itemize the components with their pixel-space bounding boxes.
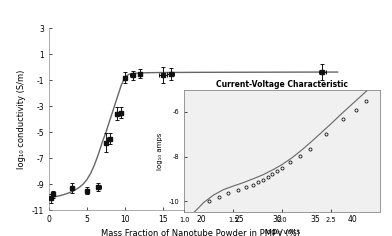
X-axis label: Mass Fraction of Nanotube Powder in PMPV (%): Mass Fraction of Nanotube Powder in PMPV… [102,229,300,236]
Y-axis label: log₁₀ conductivity (S/m): log₁₀ conductivity (S/m) [17,69,26,169]
X-axis label: log₁₀ volts: log₁₀ volts [265,229,300,235]
Y-axis label: log₁₀ amps: log₁₀ amps [157,132,163,170]
Title: Current-Voltage Characteristic: Current-Voltage Characteristic [216,80,348,89]
